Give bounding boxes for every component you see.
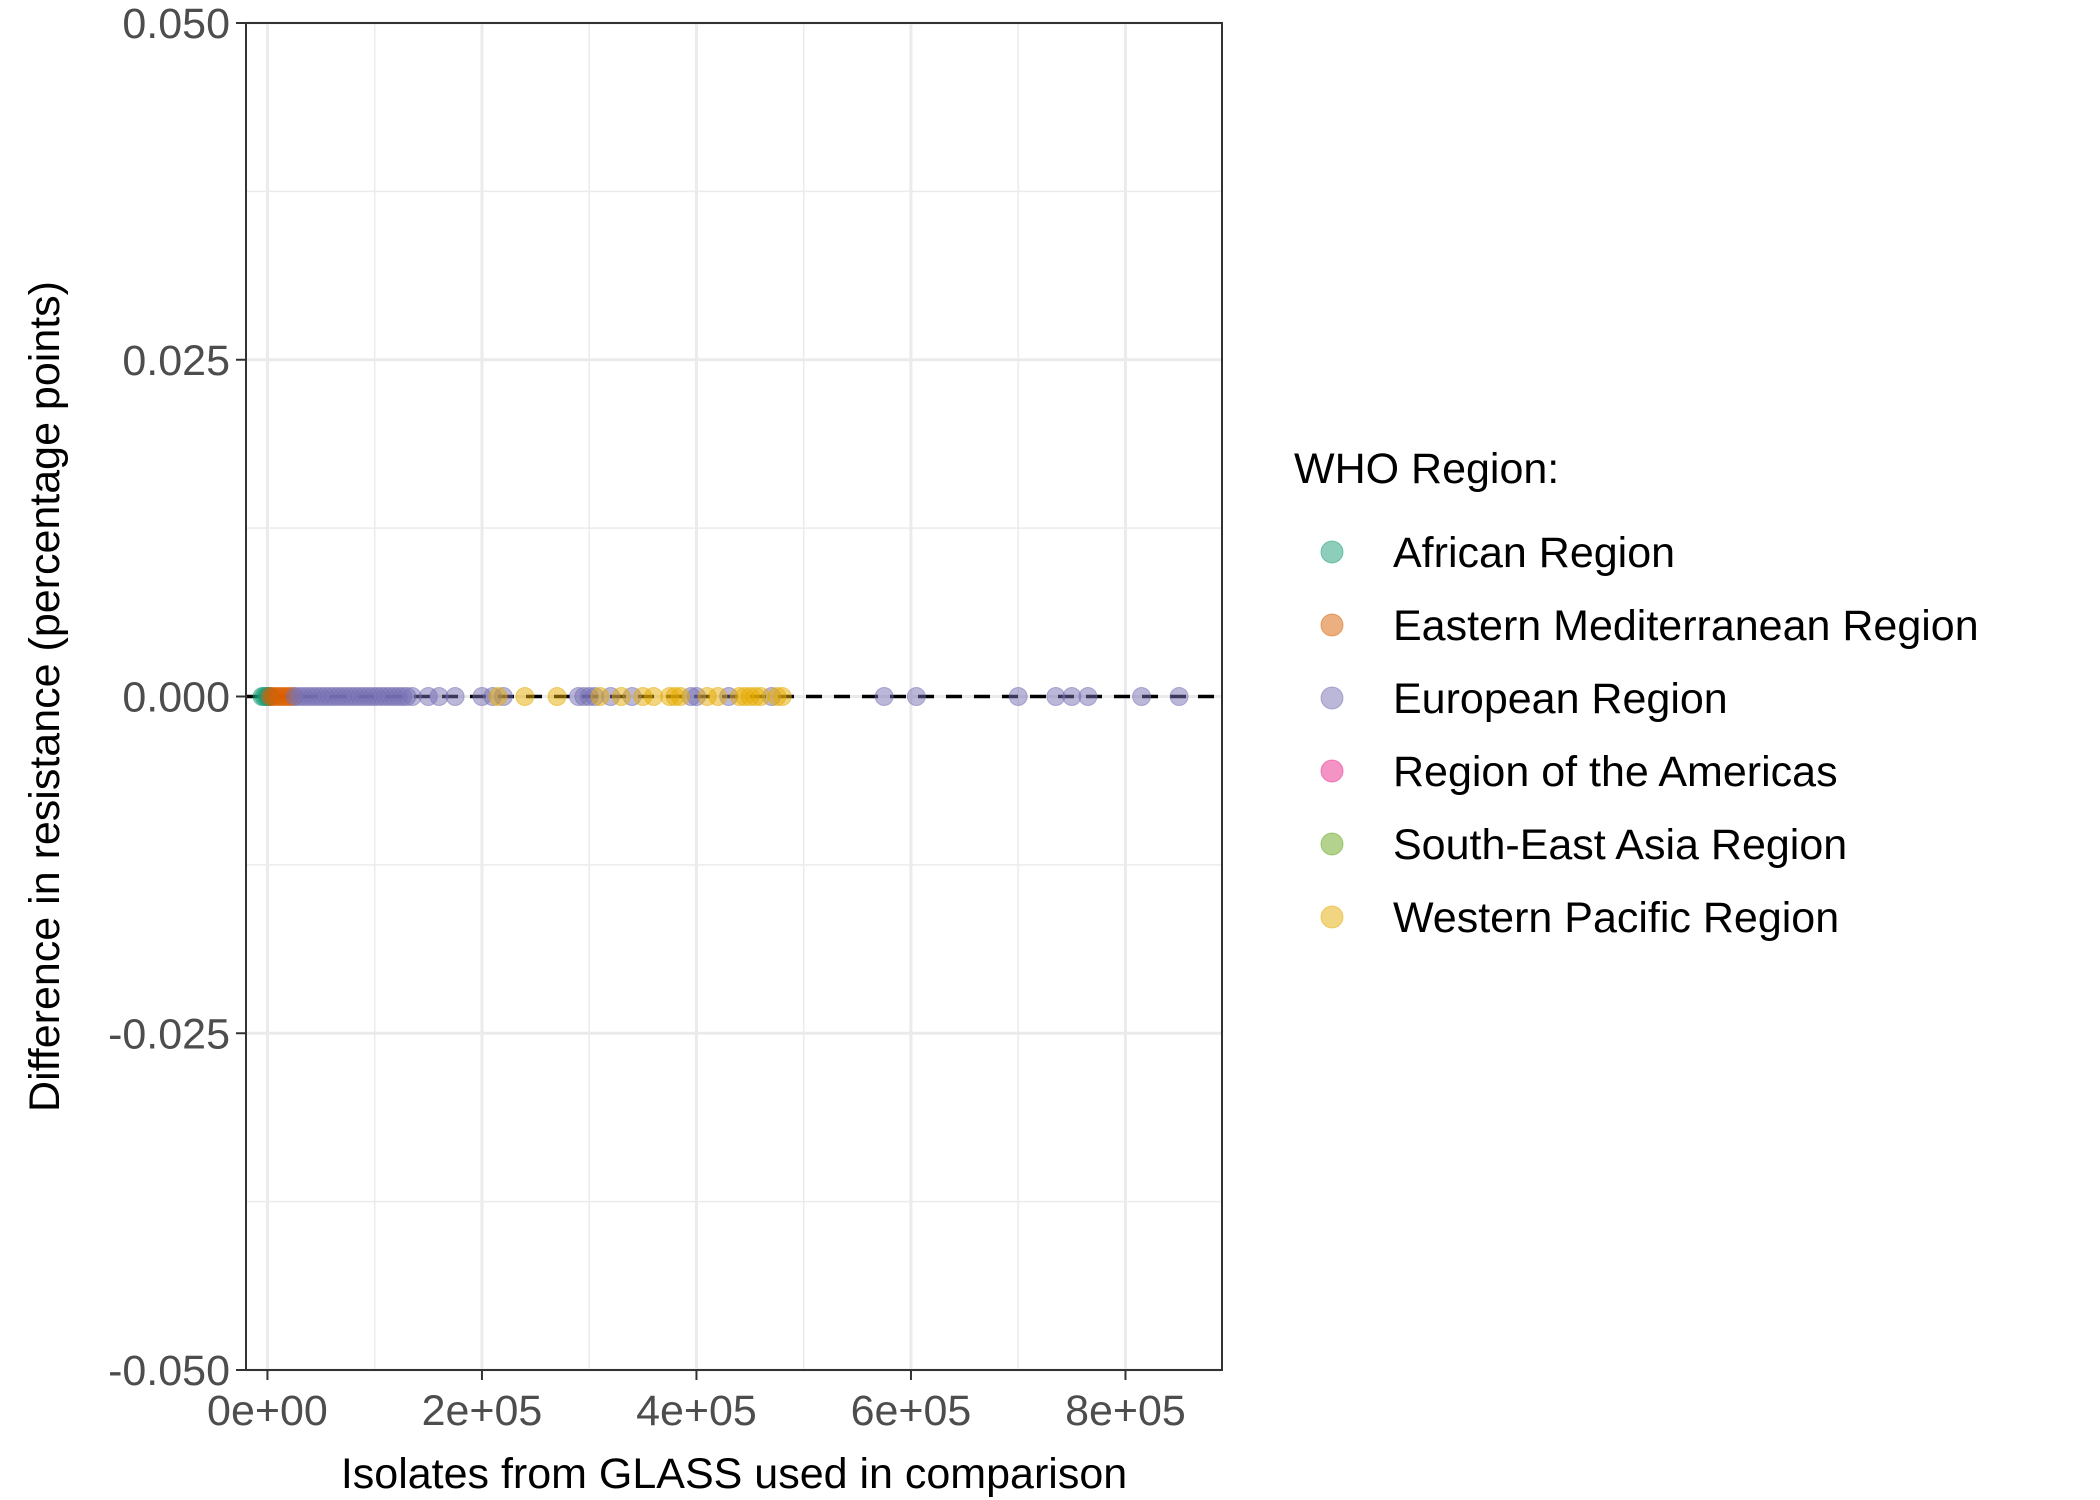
y-tick-label: 0.050: [122, 0, 230, 48]
legend-key: [1320, 832, 1344, 856]
legend-label: Region of the Americas: [1393, 748, 1838, 796]
data-point: [1046, 687, 1066, 706]
data-point: [402, 687, 422, 706]
data-point: [906, 687, 926, 706]
x-tick-label: 2e+05: [422, 1387, 543, 1435]
data-point: [644, 687, 664, 706]
legend-label: Western Pacific Region: [1393, 894, 1839, 942]
data-point: [611, 687, 631, 706]
data-point: [547, 687, 567, 706]
data-point: [1169, 687, 1189, 706]
y-tick-label: 0.025: [122, 337, 230, 385]
data-point: [445, 687, 465, 706]
legend-label: European Region: [1393, 675, 1728, 723]
points-layer: [252, 687, 1189, 706]
x-tick-label: 0e+00: [207, 1387, 328, 1435]
y-axis-title: Difference in resistance (percentage poi…: [21, 281, 69, 1112]
data-point: [874, 687, 894, 706]
legend-label: African Region: [1393, 529, 1675, 577]
legend-key: [1320, 686, 1344, 710]
legend-key: [1320, 613, 1344, 637]
data-point: [488, 687, 508, 706]
legend-title: WHO Region:: [1294, 445, 1559, 493]
data-point: [429, 687, 449, 706]
legend-key: [1320, 759, 1344, 783]
x-tick-label: 8e+05: [1065, 1387, 1186, 1435]
x-tick-label: 6e+05: [851, 1387, 972, 1435]
data-point: [1132, 687, 1152, 706]
y-tick-label: 0.000: [122, 674, 230, 722]
legend: WHO Region: African Region Eastern Medite…: [1294, 445, 1979, 942]
data-point: [670, 687, 690, 706]
data-point: [708, 687, 728, 706]
data-point: [1008, 687, 1028, 706]
legend-label: Eastern Mediterranean Region: [1393, 602, 1979, 650]
x-tick-label: 4e+05: [636, 1387, 757, 1435]
data-point: [751, 687, 771, 706]
legend-key: [1320, 905, 1344, 929]
y-tick-label: -0.025: [108, 1010, 230, 1058]
data-point: [515, 687, 535, 706]
legend-key: [1320, 540, 1344, 564]
data-point: [1078, 687, 1098, 706]
data-point: [1062, 687, 1082, 706]
legend-label: South-East Asia Region: [1393, 821, 1847, 869]
data-point: [590, 687, 610, 706]
y-tick-label: -0.050: [108, 1347, 230, 1395]
x-axis-title: Isolates from GLASS used in comparison: [341, 1450, 1127, 1498]
data-point: [772, 687, 792, 706]
